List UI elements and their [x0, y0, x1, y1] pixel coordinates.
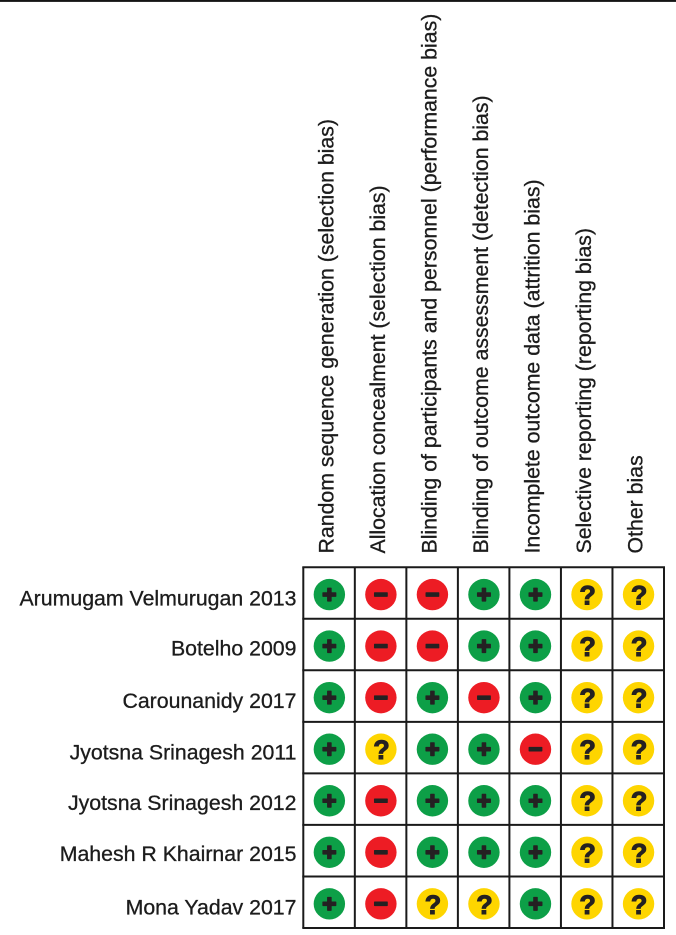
svg-text:Blinding of outcome assessment: Blinding of outcome assessment (detectio…	[469, 95, 493, 553]
svg-text:Mahesh R Khairnar 2015: Mahesh R Khairnar 2015	[60, 842, 297, 866]
svg-text:?: ?	[631, 735, 648, 765]
svg-text:?: ?	[579, 838, 596, 868]
svg-text:Carounanidy 2017: Carounanidy 2017	[122, 689, 296, 713]
svg-text:?: ?	[631, 684, 648, 714]
svg-text:?: ?	[579, 684, 596, 714]
svg-text:Arumugam Velmurugan 2013: Arumugam Velmurugan 2013	[19, 587, 296, 611]
svg-text:?: ?	[631, 890, 648, 920]
svg-text:Botelho 2009: Botelho 2009	[171, 636, 297, 660]
svg-text:?: ?	[579, 581, 596, 611]
svg-text:?: ?	[579, 632, 596, 662]
svg-text:Incomplete outcome data (attri: Incomplete outcome data (attrition bias)	[520, 179, 544, 553]
svg-text:?: ?	[373, 735, 390, 765]
svg-text:?: ?	[631, 787, 648, 817]
svg-text:?: ?	[425, 890, 442, 920]
svg-text:Jyotsna Srinagesh 2011: Jyotsna Srinagesh 2011	[70, 741, 297, 765]
svg-text:Blinding of participants and p: Blinding of participants and personnel (…	[417, 14, 441, 554]
svg-text:?: ?	[631, 581, 648, 611]
svg-text:Selective reporting (reporting: Selective reporting (reporting bias)	[572, 228, 596, 554]
svg-text:?: ?	[631, 632, 648, 662]
svg-text:?: ?	[579, 890, 596, 920]
svg-text:Mona Yadav 2017: Mona Yadav 2017	[126, 896, 297, 920]
svg-text:Allocation concealment (select: Allocation concealment (selection bias)	[366, 185, 390, 553]
svg-text:Random sequence generation (se: Random sequence generation (selection bi…	[314, 119, 338, 554]
svg-text:?: ?	[476, 890, 493, 920]
svg-text:Jyotsna Srinagesh 2012: Jyotsna Srinagesh 2012	[68, 791, 297, 815]
svg-text:?: ?	[579, 735, 596, 765]
svg-text:?: ?	[579, 787, 596, 817]
svg-text:Other bias: Other bias	[623, 455, 647, 553]
svg-text:?: ?	[631, 838, 648, 868]
